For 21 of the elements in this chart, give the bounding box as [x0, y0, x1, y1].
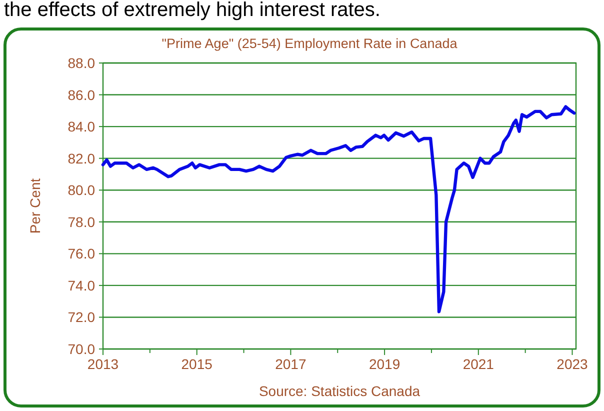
- x-tick-label: 2013: [87, 356, 119, 372]
- y-tick-label: 70.0: [68, 341, 96, 357]
- y-tick-label: 76.0: [68, 246, 96, 262]
- source-note: Source: Statistics Canada: [258, 383, 420, 399]
- y-tick-label: 74.0: [68, 277, 96, 294]
- chart-title: "Prime Age" (25-54) Employment Rate in Canada: [162, 36, 458, 51]
- y-tick-label: 72.0: [68, 309, 96, 326]
- x-tick-label: 2023: [556, 356, 588, 372]
- y-tick-label: 86.0: [68, 86, 96, 103]
- x-tick-label: 2015: [181, 356, 213, 372]
- x-tick-label: 2019: [368, 356, 400, 372]
- text: the effects of extremely high interest rates.: [4, 0, 380, 21]
- y-tick-label: 84.0: [68, 118, 96, 135]
- x-tick-label: 2021: [462, 356, 494, 372]
- line-series: [101, 105, 576, 314]
- y-tick-label: 88.0: [68, 55, 96, 71]
- y-tick-label: 80.0: [68, 182, 96, 198]
- y-tick-label: 82.0: [68, 150, 96, 166]
- y-axis-title: Per Cent: [27, 178, 43, 234]
- y-tick-label: 78.0: [68, 214, 96, 230]
- x-tick-label: 2017: [275, 356, 306, 372]
